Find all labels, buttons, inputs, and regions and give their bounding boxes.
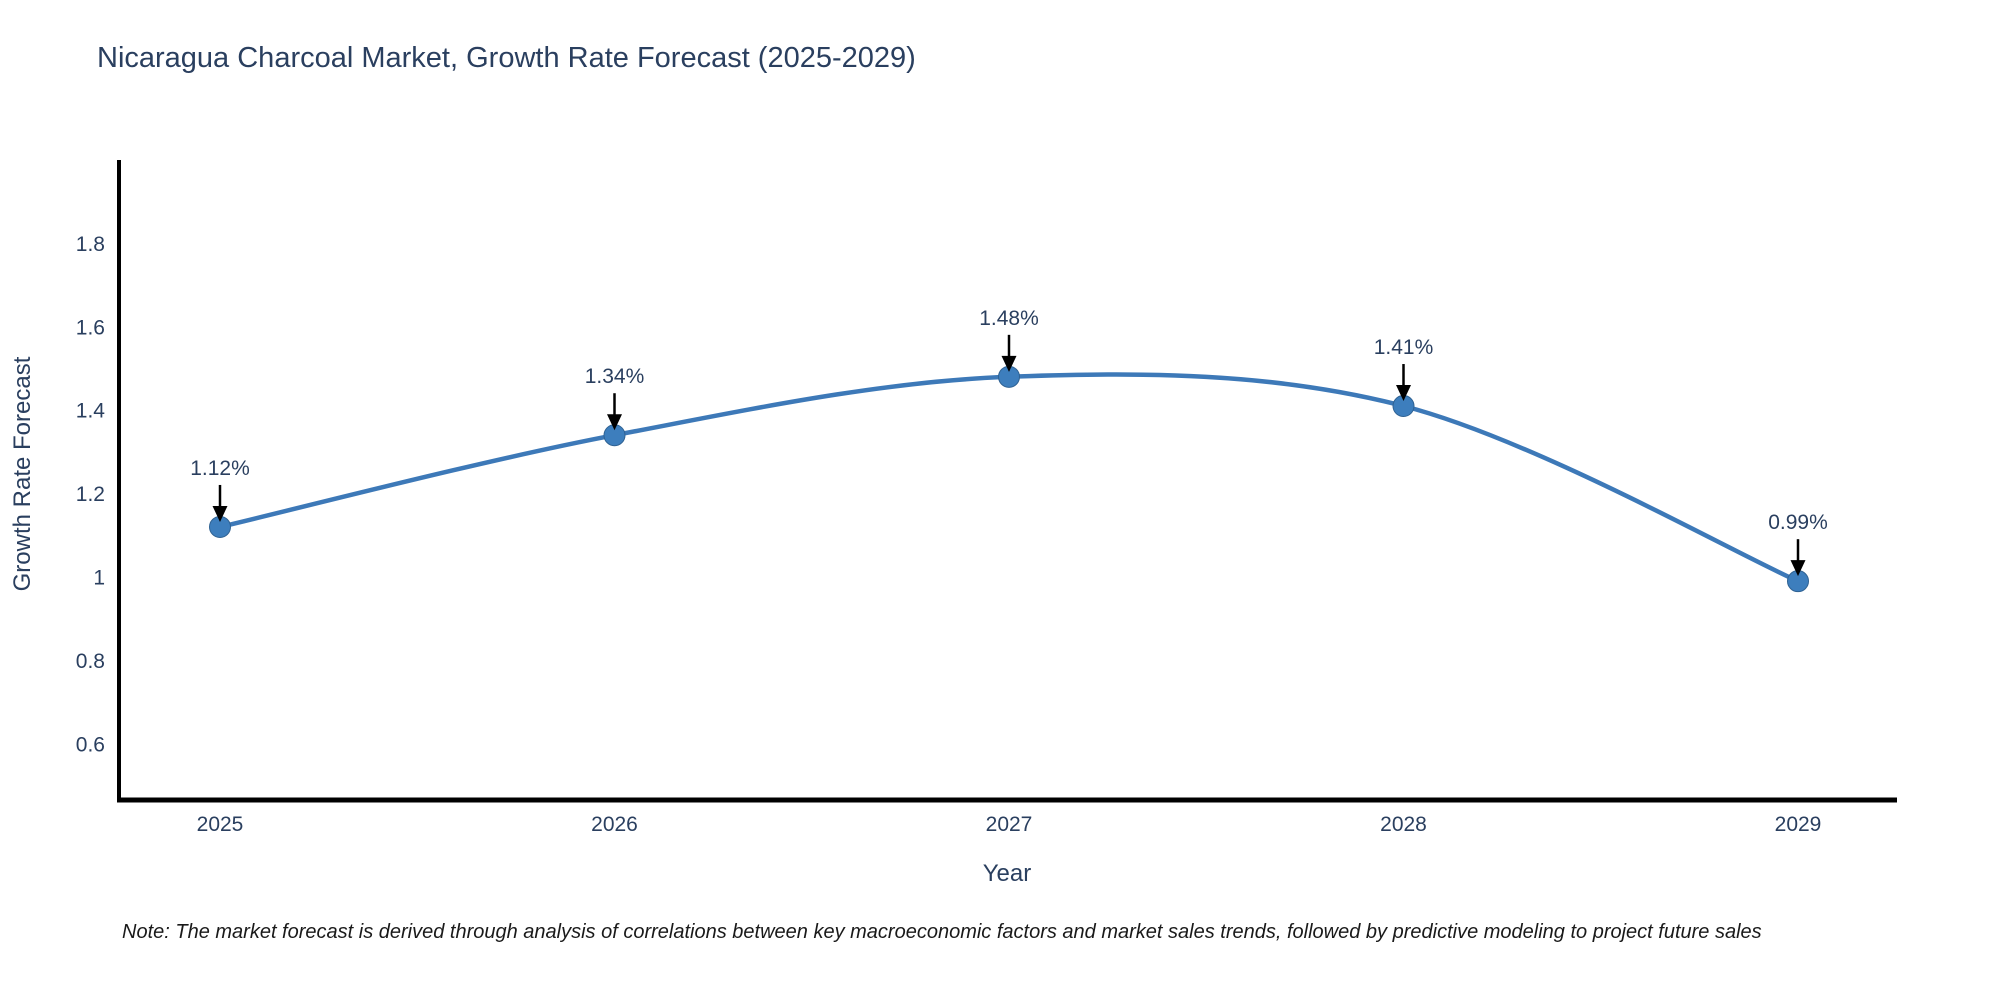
x-tick-label: 2025 <box>197 813 244 836</box>
point-annotation: 1.48% <box>979 307 1039 372</box>
chart-title: Nicaragua Charcoal Market, Growth Rate F… <box>97 42 916 74</box>
y-tick-label: 0.6 <box>76 733 105 756</box>
point-value-label: 1.34% <box>585 365 645 388</box>
x-axis-title: Year <box>983 860 1032 887</box>
x-tick-label: 2027 <box>986 813 1033 836</box>
y-tick-label: 1.2 <box>76 483 105 506</box>
annotation-arrowhead-icon <box>1396 385 1411 402</box>
footnote: Note: The market forecast is derived thr… <box>122 921 1762 943</box>
y-tick-label: 0.8 <box>76 650 105 673</box>
x-tick-label: 2029 <box>1775 813 1822 836</box>
point-annotation: 1.12% <box>190 457 250 522</box>
y-axis-title: Growth Rate Forecast <box>9 356 36 591</box>
data-label-annotations: 1.12% 1.34% 1.48% 1.41% 0.99% <box>190 307 1828 577</box>
growth-rate-line-series <box>217 372 1801 584</box>
x-axis-tick-labels: 2025 2026 2027 2028 2029 <box>197 813 1822 836</box>
point-annotation: 1.34% <box>585 365 645 431</box>
point-value-label: 1.12% <box>190 457 250 480</box>
annotation-arrowhead-icon <box>212 505 228 522</box>
annotation-arrowhead-icon <box>607 414 622 431</box>
x-tick-label: 2028 <box>1380 813 1427 836</box>
point-value-label: 0.99% <box>1768 511 1828 534</box>
y-tick-label: 1.8 <box>76 233 105 256</box>
point-annotation: 0.99% <box>1768 511 1828 577</box>
point-value-label: 1.41% <box>1374 336 1434 359</box>
annotation-arrowhead-icon <box>1001 355 1017 372</box>
x-tick-label: 2026 <box>591 813 638 836</box>
data-point-markers <box>209 365 1809 593</box>
y-tick-label: 1.6 <box>76 316 105 339</box>
annotation-arrowhead-icon <box>1790 560 1806 577</box>
y-axis-tick-labels: 1.8 1.6 1.4 1.2 1 0.8 0.6 <box>76 233 106 756</box>
point-value-label: 1.48% <box>979 307 1039 330</box>
y-tick-label: 1 <box>93 567 105 590</box>
y-tick-label: 1.4 <box>76 400 106 423</box>
point-annotation: 1.41% <box>1374 336 1434 402</box>
